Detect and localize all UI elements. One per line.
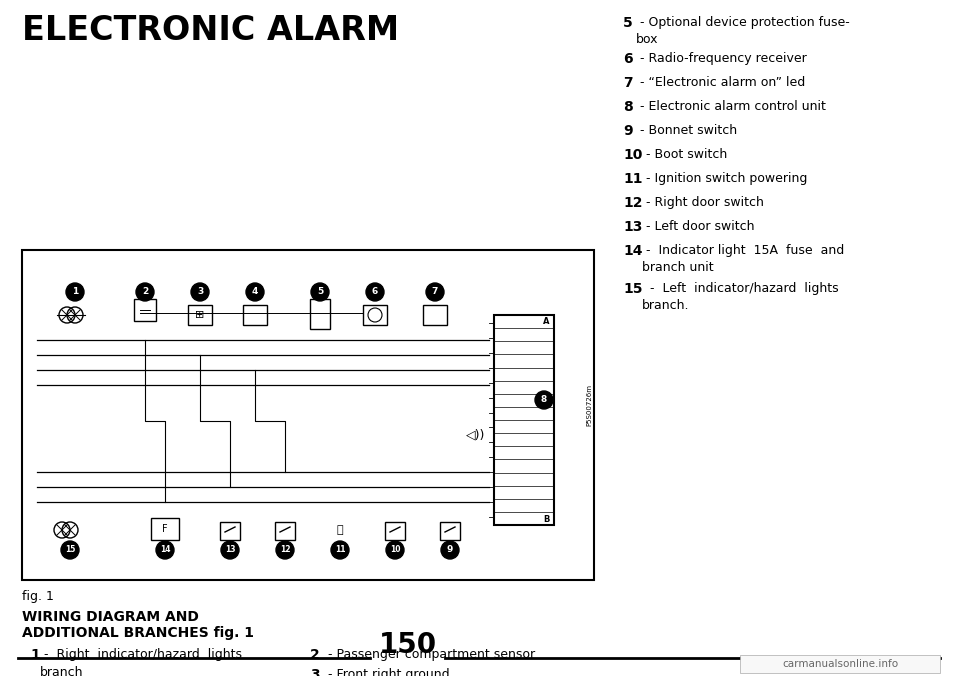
Text: - Right door switch: - Right door switch xyxy=(642,196,764,209)
Text: 5: 5 xyxy=(317,287,324,297)
Text: - Ignition switch powering: - Ignition switch powering xyxy=(642,172,807,185)
Text: 6: 6 xyxy=(372,287,378,297)
Text: - Optional device protection fuse-
box: - Optional device protection fuse- box xyxy=(636,16,850,46)
Text: 7: 7 xyxy=(432,287,438,297)
Text: 10: 10 xyxy=(623,148,642,162)
Text: 11: 11 xyxy=(335,546,346,554)
Text: carmanualsonline.info: carmanualsonline.info xyxy=(782,659,898,669)
Circle shape xyxy=(426,283,444,301)
Text: -  Right  indicator/hazard  lights
branch: - Right indicator/hazard lights branch xyxy=(40,648,242,676)
Bar xyxy=(220,522,240,540)
Text: 14: 14 xyxy=(623,244,642,258)
Circle shape xyxy=(221,541,239,559)
Text: - “Electronic alarm on” led: - “Electronic alarm on” led xyxy=(636,76,805,89)
Circle shape xyxy=(535,391,553,409)
Bar xyxy=(440,522,460,540)
Text: 6: 6 xyxy=(623,52,633,66)
Text: 150: 150 xyxy=(379,631,437,659)
Text: 15: 15 xyxy=(65,546,75,554)
Text: 2: 2 xyxy=(142,287,148,297)
Text: 10: 10 xyxy=(390,546,400,554)
Bar xyxy=(188,305,212,325)
Bar xyxy=(22,250,594,580)
Bar xyxy=(134,299,156,321)
Circle shape xyxy=(276,541,294,559)
Text: 8: 8 xyxy=(623,100,633,114)
Text: -  Left  indicator/hazard  lights
branch.: - Left indicator/hazard lights branch. xyxy=(642,282,839,312)
Text: 9: 9 xyxy=(623,124,633,138)
Text: - Front right ground: - Front right ground xyxy=(324,668,449,676)
Circle shape xyxy=(441,541,459,559)
Text: - Bonnet switch: - Bonnet switch xyxy=(636,124,737,137)
Bar xyxy=(423,305,447,325)
Text: - Left door switch: - Left door switch xyxy=(642,220,755,233)
Text: 3: 3 xyxy=(197,287,204,297)
Text: ADDITIONAL BRANCHES fig. 1: ADDITIONAL BRANCHES fig. 1 xyxy=(22,626,254,640)
Text: F: F xyxy=(162,524,168,534)
Text: ◁)): ◁)) xyxy=(467,429,486,441)
Text: 11: 11 xyxy=(623,172,642,186)
Text: 12: 12 xyxy=(279,546,290,554)
Text: 🔑: 🔑 xyxy=(337,525,344,535)
Circle shape xyxy=(191,283,209,301)
Text: 8: 8 xyxy=(540,395,547,404)
Text: 14: 14 xyxy=(159,546,170,554)
Text: A: A xyxy=(542,316,549,326)
Circle shape xyxy=(386,541,404,559)
Text: - Electronic alarm control unit: - Electronic alarm control unit xyxy=(636,100,826,113)
Text: 15: 15 xyxy=(623,282,642,296)
Bar xyxy=(740,655,940,673)
Bar xyxy=(151,518,179,540)
Text: 13: 13 xyxy=(225,546,235,554)
Text: P5S00726m: P5S00726m xyxy=(586,384,592,426)
Circle shape xyxy=(366,283,384,301)
Circle shape xyxy=(156,541,174,559)
Circle shape xyxy=(311,283,329,301)
Text: 7: 7 xyxy=(623,76,633,90)
Text: 13: 13 xyxy=(623,220,642,234)
Text: 3: 3 xyxy=(310,668,320,676)
Text: WIRING DIAGRAM AND: WIRING DIAGRAM AND xyxy=(22,610,199,624)
Text: fig. 1: fig. 1 xyxy=(22,590,54,603)
Text: 4: 4 xyxy=(252,287,258,297)
Bar xyxy=(243,305,267,325)
Bar xyxy=(310,299,330,329)
Text: 2: 2 xyxy=(310,648,320,662)
Text: -  Indicator light  15A  fuse  and
branch unit: - Indicator light 15A fuse and branch un… xyxy=(642,244,844,274)
Bar xyxy=(275,522,295,540)
Text: B: B xyxy=(542,514,549,523)
Circle shape xyxy=(331,541,349,559)
Text: - Radio-frequency receiver: - Radio-frequency receiver xyxy=(636,52,806,65)
Text: 9: 9 xyxy=(446,546,453,554)
Text: - Boot switch: - Boot switch xyxy=(642,148,728,161)
Text: 1: 1 xyxy=(30,648,39,662)
Bar xyxy=(363,305,387,325)
Bar xyxy=(494,315,554,525)
Text: 12: 12 xyxy=(623,196,642,210)
Circle shape xyxy=(246,283,264,301)
Circle shape xyxy=(136,283,154,301)
Circle shape xyxy=(61,541,79,559)
Bar xyxy=(385,522,405,540)
Text: 1: 1 xyxy=(72,287,78,297)
Circle shape xyxy=(66,283,84,301)
Text: 5: 5 xyxy=(623,16,633,30)
Text: ⊞: ⊞ xyxy=(195,310,204,320)
Text: ELECTRONIC ALARM: ELECTRONIC ALARM xyxy=(22,14,399,47)
Text: - Passenger compartment sensor: - Passenger compartment sensor xyxy=(324,648,535,661)
